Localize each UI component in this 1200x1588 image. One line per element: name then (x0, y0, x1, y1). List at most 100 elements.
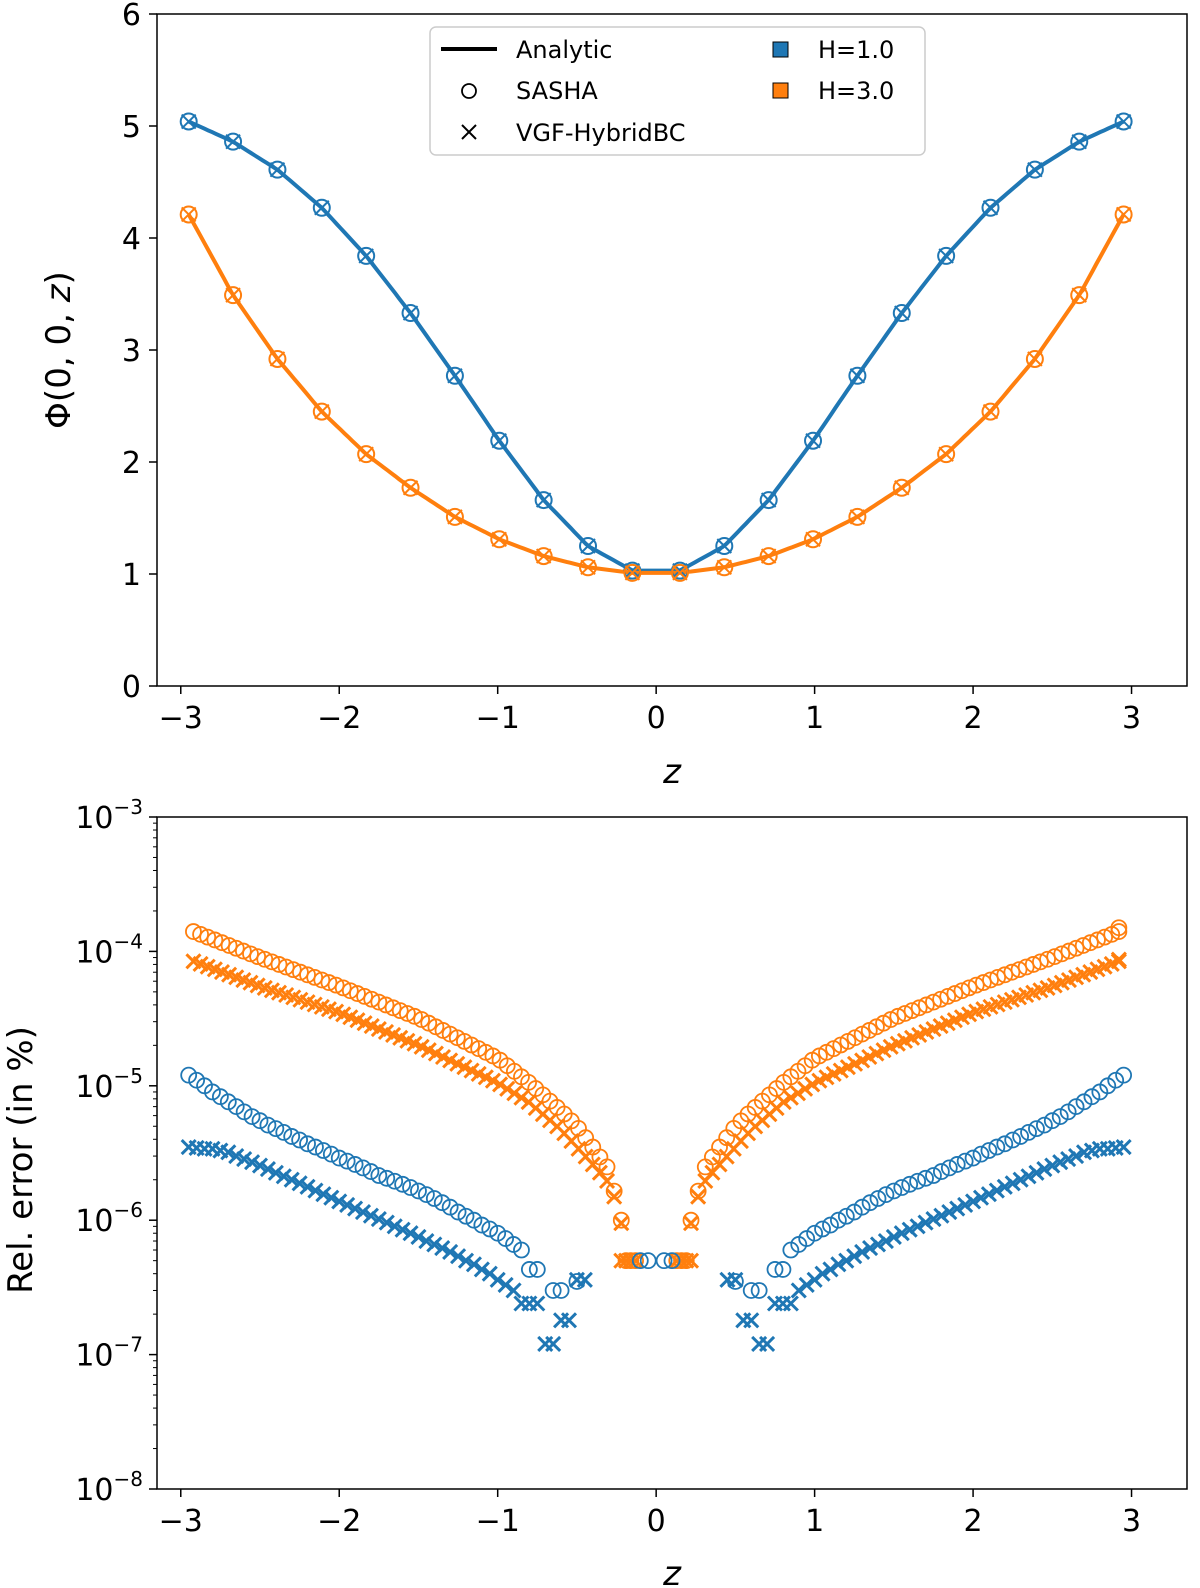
vgf-hybridbc-h-3-0-point (185, 953, 202, 970)
sasha-marker (892, 478, 911, 497)
sasha-h-3-0-point (277, 958, 295, 976)
sasha-h-1-0-point (481, 1220, 499, 1238)
bottom-y-tick-label: 10−6 (75, 1198, 143, 1239)
sasha-marker (268, 160, 287, 179)
vgf-hybridbc-h-1-0-point (854, 1243, 871, 1261)
vgf-hybridbc-h-1-0-point (933, 1207, 950, 1224)
vgf-marker (716, 538, 732, 554)
vgf-hybridbc-h-3-0-point (613, 1215, 630, 1232)
vgf-hybridbc-h-1-0-point (291, 1175, 308, 1192)
sasha-h-1-0-point (520, 1261, 538, 1278)
sasha-h-1-0-point (806, 1224, 824, 1242)
sasha-h-3-0-point (932, 990, 949, 1008)
sasha-marker (357, 246, 376, 265)
bottom-y-tick-label: 10−5 (75, 1064, 143, 1105)
sasha-marker (715, 558, 734, 577)
sasha-h-1-0-point (1115, 1066, 1133, 1084)
sasha-h-1-0-point (322, 1145, 340, 1163)
sasha-h-1-0-point (948, 1156, 966, 1173)
top-markers (179, 112, 1133, 582)
vgf-hybridbc-h-3-0-point (678, 1252, 695, 1269)
sasha-h-3-0-point (982, 971, 999, 989)
sasha-h-1-0-point (1028, 1120, 1045, 1138)
vgf-marker (938, 446, 954, 462)
bottom-markers (180, 919, 1133, 1353)
legend-h1-swatch (772, 41, 789, 58)
legend-vgf-label: VGF-HybridBC (516, 119, 686, 147)
sasha-h-1-0-point (750, 1282, 768, 1299)
sasha-marker (759, 491, 778, 510)
vgf-hybridbc-h-1-0-point (481, 1265, 498, 1282)
top-y-tick-label: 2 (122, 446, 141, 481)
vgf-hybridbc-h-1-0-point (1115, 1139, 1132, 1156)
vgf-hybridbc-h-1-0-point (893, 1225, 910, 1242)
sasha-h-3-0-point (1089, 931, 1106, 949)
sasha-marker (401, 304, 420, 323)
bottom-x-tick-label: 3 (1122, 1504, 1141, 1539)
sasha-h-3-0-point (889, 1007, 907, 1025)
vgf-hybridbc-h-3-0-point (513, 1089, 530, 1106)
legend-sasha-label: SASHA (516, 77, 598, 105)
vgf-hybridbc-h-1-0-point (1036, 1161, 1053, 1178)
sasha-h-3-0-point (1046, 948, 1064, 966)
sasha-h-1-0-point (964, 1149, 982, 1167)
vgf-hybridbc-h-1-0-point (418, 1232, 435, 1250)
vgf-hybridbc-h-1-0-point (838, 1252, 855, 1269)
sasha-h-3-0-point (270, 956, 288, 973)
vgf-hybridbc-h-1-0-point (402, 1225, 419, 1242)
sasha-h-1-0-point (425, 1190, 443, 1207)
sasha-marker (1114, 205, 1133, 224)
vgf-hybridbc-h-1-0-point (457, 1252, 475, 1269)
bottom-x-tick-label: −1 (476, 1504, 520, 1539)
sasha-marker (804, 431, 823, 450)
sasha-h-1-0-point (291, 1131, 309, 1149)
sasha-h-3-0-point (199, 928, 217, 946)
sasha-h-3-0-point (946, 985, 964, 1002)
top-xticks: −3 −2 −1 0 1 2 3 (159, 686, 1141, 736)
sasha-h-1-0-point (869, 1190, 887, 1207)
vgf-marker (849, 509, 866, 525)
bottom-y-tick-label: 10−3 (75, 795, 143, 836)
sasha-h-3-0-point (234, 942, 252, 960)
legend-box (429, 26, 926, 156)
sasha-marker (179, 205, 198, 224)
sasha-h-3-0-point (313, 971, 331, 989)
analytic-curve-h-3-0 (186, 213, 1126, 575)
vgf-marker (180, 113, 197, 130)
sasha-h-1-0-point (354, 1159, 372, 1177)
vgf-marker (760, 492, 777, 508)
bottom-y-axis-title: Rel. error (in %) (1, 1026, 41, 1294)
sasha-h-1-0-point (330, 1149, 348, 1167)
sasha-h-1-0-point (251, 1112, 269, 1130)
vgf-hybridbc-h-1-0-point (259, 1161, 276, 1178)
sasha-h-1-0-point (378, 1169, 396, 1187)
top-curves (186, 119, 1126, 575)
vgf-hybridbc-h-1-0-point (442, 1243, 459, 1261)
sasha-h-1-0-point (837, 1207, 855, 1225)
top-panel: −3 −2 −1 0 1 2 3 0 1 2 3 4 5 6 z Φ(0, 0, z) Analytic… (39, 0, 1188, 792)
sasha-h-1-0-point (814, 1220, 831, 1238)
sasha-h-3-0-point (384, 999, 402, 1017)
bottom-x-tick-label: 0 (647, 1504, 666, 1539)
sasha-h-1-0-point (956, 1152, 974, 1170)
sasha-marker (179, 112, 198, 131)
sasha-marker (224, 286, 243, 305)
sasha-h-3-0-point (227, 939, 245, 957)
vgf-marker (269, 351, 286, 367)
sasha-h-1-0-point (362, 1163, 380, 1180)
vgf-hybridbc-h-1-0-point (885, 1228, 902, 1246)
bottom-x-tick-label: 1 (805, 1504, 824, 1539)
sasha-h-1-0-point (742, 1282, 760, 1299)
sasha-h-1-0-point (465, 1211, 483, 1229)
sasha-h-3-0-point (370, 993, 388, 1011)
sasha-h-3-0-point (1024, 956, 1042, 973)
sasha-h-3-0-point (989, 968, 1007, 986)
sasha-h-3-0-point (967, 976, 985, 994)
legend-h3-label: H=3.0 (818, 77, 894, 105)
vgf-hybridbc-h-1-0-point (386, 1218, 403, 1235)
vgf-marker (491, 433, 507, 449)
vgf-hybridbc-h-1-0-point (331, 1193, 348, 1210)
sasha-marker (490, 530, 509, 549)
legend-h3-swatch (772, 82, 789, 99)
